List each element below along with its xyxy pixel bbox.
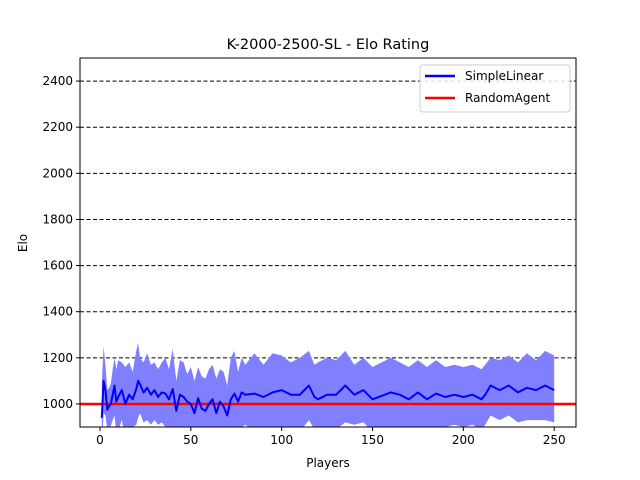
- y-axis-label: Elo: [16, 234, 30, 252]
- x-tick-label: 100: [270, 433, 293, 447]
- y-tick-label: 1000: [42, 397, 73, 411]
- x-axis-ticks: 0 50 100 150 200 250: [96, 427, 566, 447]
- x-tick-label: 200: [452, 433, 475, 447]
- series-lines: [80, 379, 576, 418]
- plot-frame: [79, 57, 577, 428]
- chart-title: K-2000-2500-SL - Elo Rating: [227, 37, 430, 53]
- y-tick-label: 1200: [42, 351, 73, 365]
- legend-label-simplelinear: SimpleLinear: [465, 69, 543, 83]
- y-tick-label: 1400: [42, 305, 73, 319]
- x-tick-label: 0: [96, 433, 104, 447]
- x-axis-label: Players: [306, 456, 350, 470]
- simplelinear-line: [100, 379, 555, 418]
- y-tick-label: 1800: [42, 212, 73, 226]
- y-tick-label: 2000: [42, 166, 73, 180]
- x-tick-label: 150: [361, 433, 384, 447]
- y-tick-label: 2400: [42, 74, 73, 88]
- y-tick-label: 1600: [42, 259, 73, 273]
- y-axis-ticks: 1000 1200 1400 1600 1800 2000 2200 2400: [42, 74, 80, 411]
- legend: SimpleLinear RandomAgent: [419, 64, 571, 113]
- y-tick-label: 2200: [42, 120, 73, 134]
- legend-label-randomagent: RandomAgent: [465, 91, 550, 105]
- x-tick-label: 250: [543, 433, 566, 447]
- x-tick-label: 50: [183, 433, 198, 447]
- legend-box: [419, 64, 571, 113]
